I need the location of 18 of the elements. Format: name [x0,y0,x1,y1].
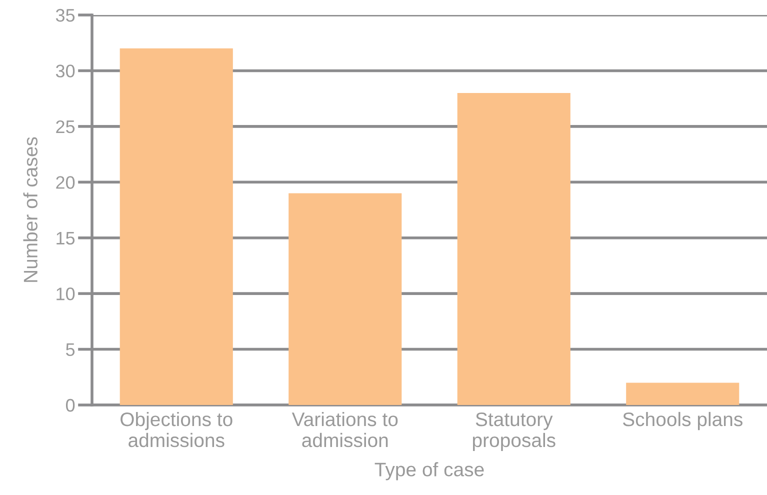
y-tick-label: 0 [66,398,75,412]
y-tick-label: 25 [56,120,75,134]
x-tick-label: Statutory proposals [472,412,556,452]
y-tick-label: 35 [56,8,75,22]
y-tick-label: 10 [56,288,75,300]
y-axis-title: Number of cases [23,137,38,282]
x-tick-label: Variations to admission [292,412,398,448]
y-tick-label: 20 [56,176,75,189]
x-tick-label: Schools plans [622,412,742,430]
x-tick-label: Objections to admissions [120,412,232,448]
y-tick-label: 15 [56,232,75,245]
bar [457,93,570,405]
x-axis-title: Type of case [374,462,484,480]
y-tick-label: 5 [66,343,75,356]
bar [626,382,740,405]
y-tick-label: 30 [56,64,75,78]
bar [120,48,233,405]
bar [288,193,402,405]
